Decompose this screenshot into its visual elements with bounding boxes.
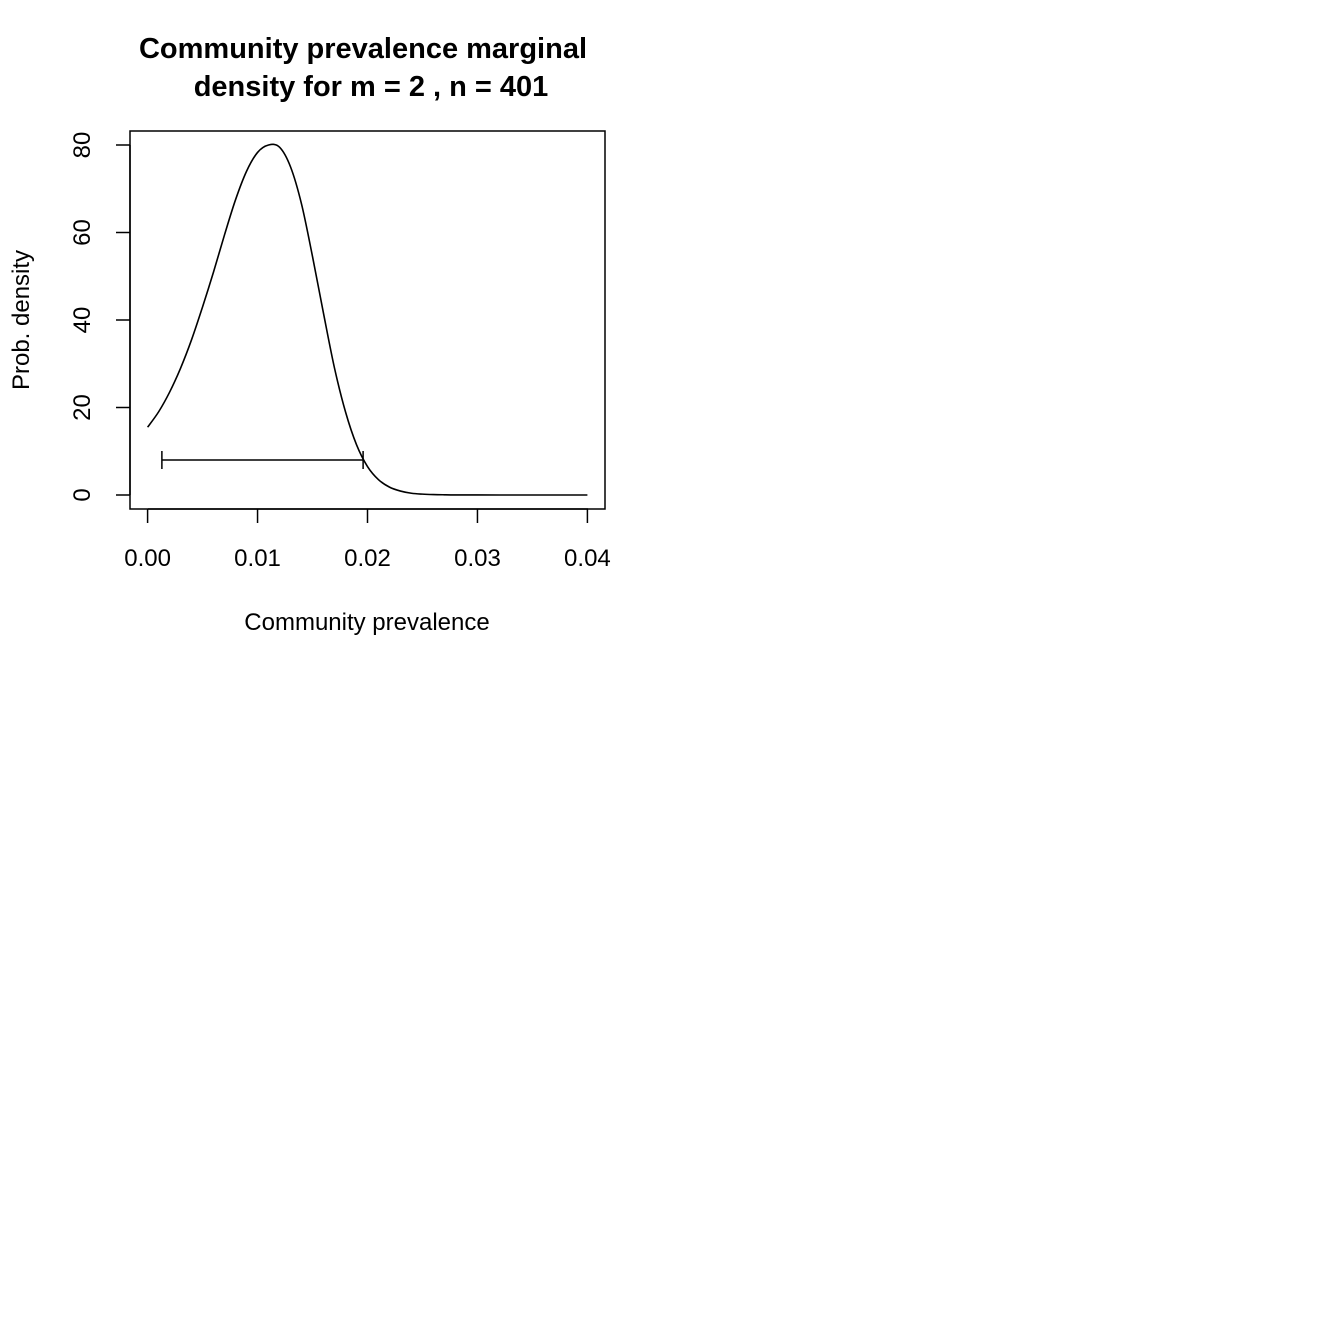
y-ticks: 0 20 40 60 80 <box>69 132 130 502</box>
x-ticks: 0.00 0.01 0.02 0.03 0.04 <box>124 509 611 572</box>
chart-title-line-1: Community prevalence marginal <box>139 33 587 65</box>
plot-frame <box>129 130 606 510</box>
x-tick-label: 0.00 <box>124 545 171 572</box>
x-tick-label: 0.01 <box>234 545 281 572</box>
x-tick-label: 0.02 <box>344 545 391 572</box>
chart-title-line-2: density for m = 2 , n = 401 <box>194 71 549 103</box>
credible-interval <box>161 451 364 469</box>
y-tick-label: 60 <box>69 219 96 246</box>
y-tick-label: 20 <box>69 394 96 421</box>
y-tick-label: 80 <box>69 132 96 159</box>
x-tick-label: 0.04 <box>564 545 611 572</box>
y-tick-label: 0 <box>69 488 96 501</box>
density-curve <box>146 143 588 496</box>
x-tick-label: 0.03 <box>454 545 501 572</box>
y-axis-label: Prob. density <box>8 250 35 390</box>
x-axis-label: Community prevalence <box>244 609 489 636</box>
y-tick-label: 40 <box>69 307 96 334</box>
